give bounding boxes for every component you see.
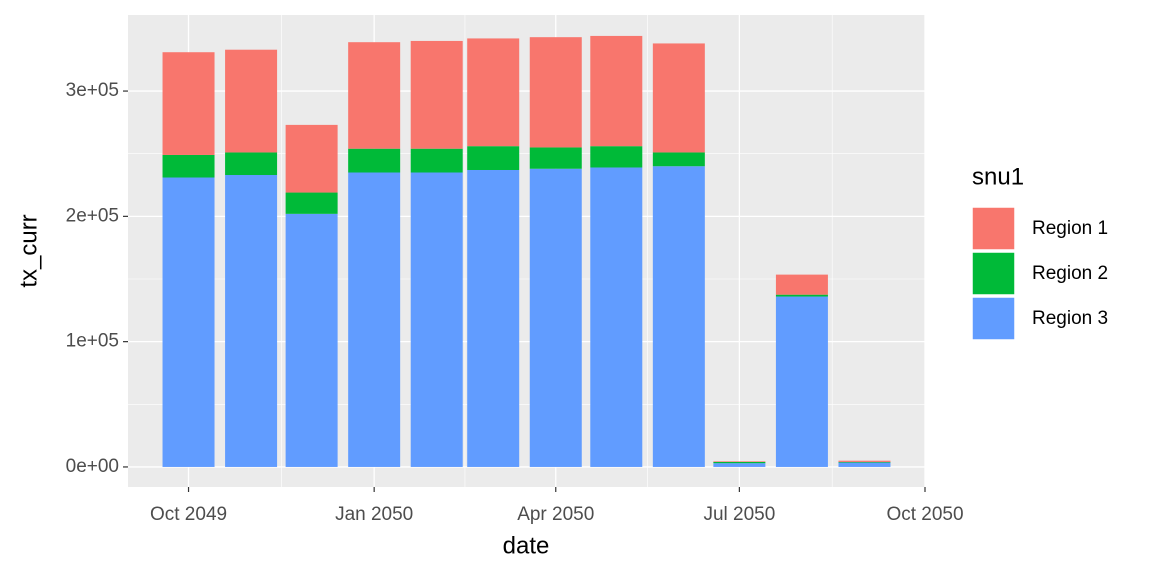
bar-segment	[838, 460, 891, 462]
bar-segment	[225, 152, 278, 176]
bar-segment	[529, 147, 582, 169]
bar-segment	[162, 177, 215, 467]
bar-segment	[285, 213, 338, 467]
legend-key	[971, 206, 1016, 251]
legend-key	[971, 251, 1016, 296]
bar-segment	[529, 37, 582, 148]
y-axis-title: tx_curr	[15, 214, 42, 287]
bar-segment	[713, 461, 766, 464]
y-tick-label: 1e+05	[66, 331, 119, 352]
legend-label: Region 1	[1032, 218, 1108, 239]
bar-segment	[225, 49, 278, 153]
x-tick-label: Oct 2049	[150, 504, 227, 525]
bar-segment	[775, 274, 828, 295]
bar-segment	[410, 172, 463, 467]
bar-segment	[467, 38, 520, 147]
x-axis-title: date	[503, 532, 550, 559]
bar-segment	[285, 192, 338, 214]
bar-segment	[348, 148, 401, 173]
bar-segment	[467, 169, 520, 467]
y-tick-label: 2e+05	[66, 205, 119, 226]
bar-segment	[652, 43, 705, 153]
bar-segment	[348, 42, 401, 149]
bar-segment	[590, 167, 643, 467]
legend: Region 1 Region 2 Region 3	[971, 206, 1108, 341]
y-tick-label: 3e+05	[66, 80, 119, 101]
bar-segment	[838, 462, 891, 467]
x-tick-label: Jan 2050	[335, 504, 413, 525]
bar-segment	[467, 146, 520, 170]
bar-segment	[410, 148, 463, 173]
bar-segment	[652, 166, 705, 467]
legend-title: snu1	[972, 163, 1024, 190]
bar-segment	[713, 461, 766, 462]
bar-segment	[162, 52, 215, 155]
legend-label: Region 2	[1032, 263, 1108, 284]
bar-segment	[529, 168, 582, 467]
bar-segment	[590, 146, 643, 168]
legend-key	[971, 296, 1016, 341]
legend-label: Region 3	[1032, 308, 1108, 329]
bars	[162, 35, 891, 467]
bar-segment	[713, 463, 766, 467]
axes: 0e+00 1e+05 2e+05 3e+05 Oct 2049 Jan 2050 Apr …	[66, 80, 964, 525]
bar-segment	[285, 124, 338, 193]
x-tick-label: Apr 2050	[517, 504, 594, 525]
x-tick-label: Oct 2050	[886, 504, 963, 525]
bar-segment	[838, 461, 891, 463]
y-tick-label: 0e+00	[66, 456, 119, 477]
bar-segment	[225, 175, 278, 467]
bar-segment	[775, 294, 828, 297]
bar-segment	[652, 152, 705, 167]
x-tick-label: Jul 2050	[703, 504, 775, 525]
bar-segment	[775, 296, 828, 467]
bar-segment	[348, 172, 401, 467]
bar-segment	[410, 40, 463, 149]
bar-segment	[162, 154, 215, 178]
bar-segment	[590, 35, 643, 147]
